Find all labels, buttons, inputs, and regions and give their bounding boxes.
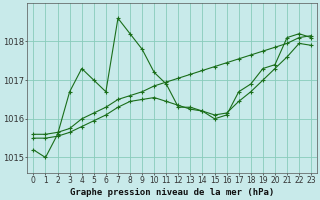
X-axis label: Graphe pression niveau de la mer (hPa): Graphe pression niveau de la mer (hPa)	[70, 188, 275, 197]
